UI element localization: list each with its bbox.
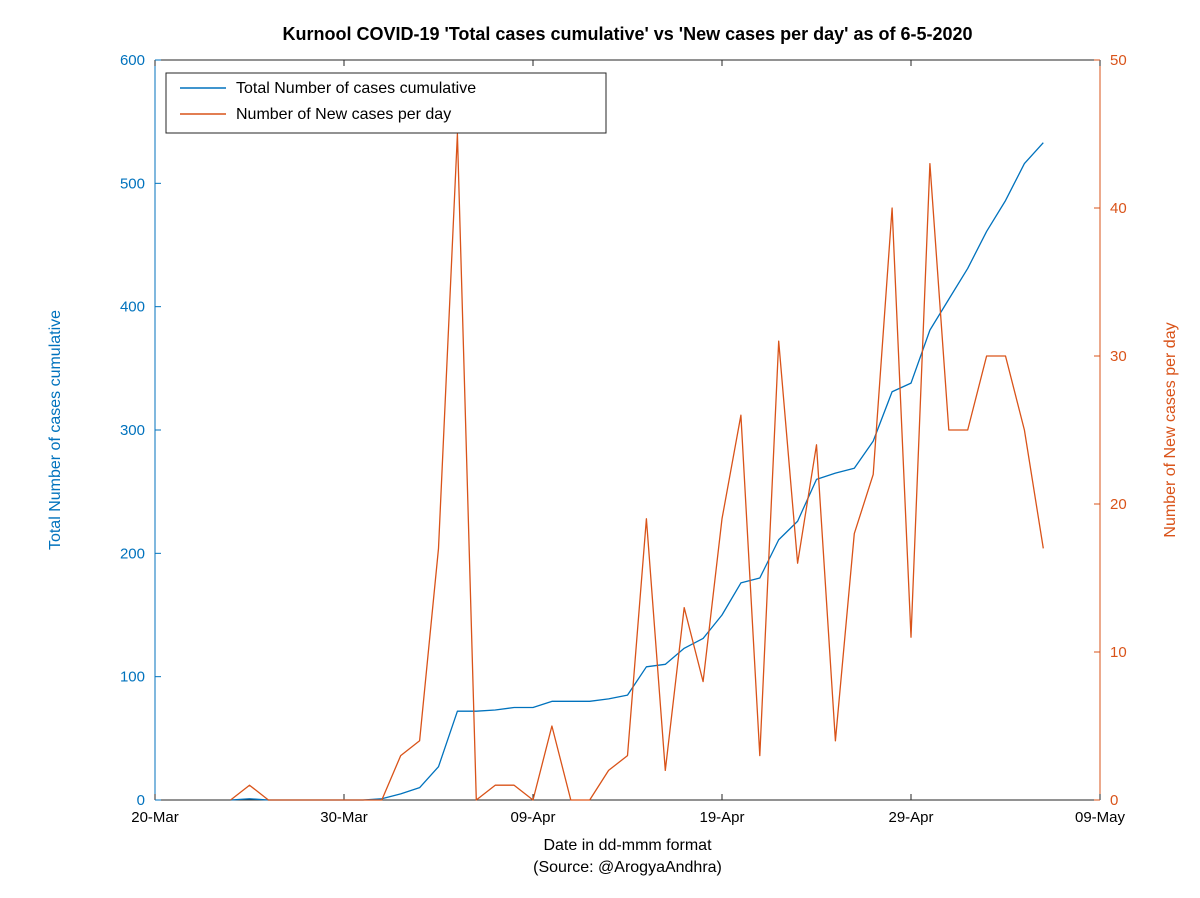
y-right-axis-label: Number of New cases per day: [1162, 322, 1179, 537]
chart-container: 20-Mar30-Mar09-Apr19-Apr29-Apr09-May0100…: [0, 0, 1200, 898]
x-tick-label: 29-Apr: [888, 809, 933, 826]
y-left-tick-label: 100: [120, 669, 145, 686]
y-left-tick-label: 200: [120, 545, 145, 562]
dual-axis-line-chart: 20-Mar30-Mar09-Apr19-Apr29-Apr09-May0100…: [0, 0, 1200, 898]
y-right-tick-label: 40: [1110, 200, 1127, 217]
x-tick-label: 30-Mar: [320, 809, 368, 826]
y-right-tick-label: 50: [1110, 52, 1127, 69]
x-tick-label: 09-May: [1075, 809, 1126, 826]
x-tick-label: 20-Mar: [131, 809, 179, 826]
x-axis-label-1: Date in dd-mmm format: [543, 837, 712, 854]
y-left-tick-label: 400: [120, 299, 145, 316]
chart-title: Kurnool COVID-19 'Total cases cumulative…: [282, 24, 972, 44]
x-axis-label-2: (Source: @ArogyaAndhra): [533, 859, 722, 876]
y-right-tick-label: 0: [1110, 792, 1118, 809]
legend-label: Total Number of cases cumulative: [236, 80, 476, 97]
y-left-axis-label: Total Number of cases cumulative: [47, 310, 64, 550]
legend-label: Number of New cases per day: [236, 106, 451, 123]
y-left-tick-label: 600: [120, 52, 145, 69]
x-tick-label: 09-Apr: [510, 809, 555, 826]
y-left-tick-label: 0: [137, 792, 145, 809]
y-right-tick-label: 10: [1110, 644, 1127, 661]
x-tick-label: 19-Apr: [699, 809, 744, 826]
y-left-tick-label: 500: [120, 175, 145, 192]
y-right-tick-label: 20: [1110, 496, 1127, 513]
y-right-tick-label: 30: [1110, 348, 1127, 365]
y-left-tick-label: 300: [120, 422, 145, 439]
